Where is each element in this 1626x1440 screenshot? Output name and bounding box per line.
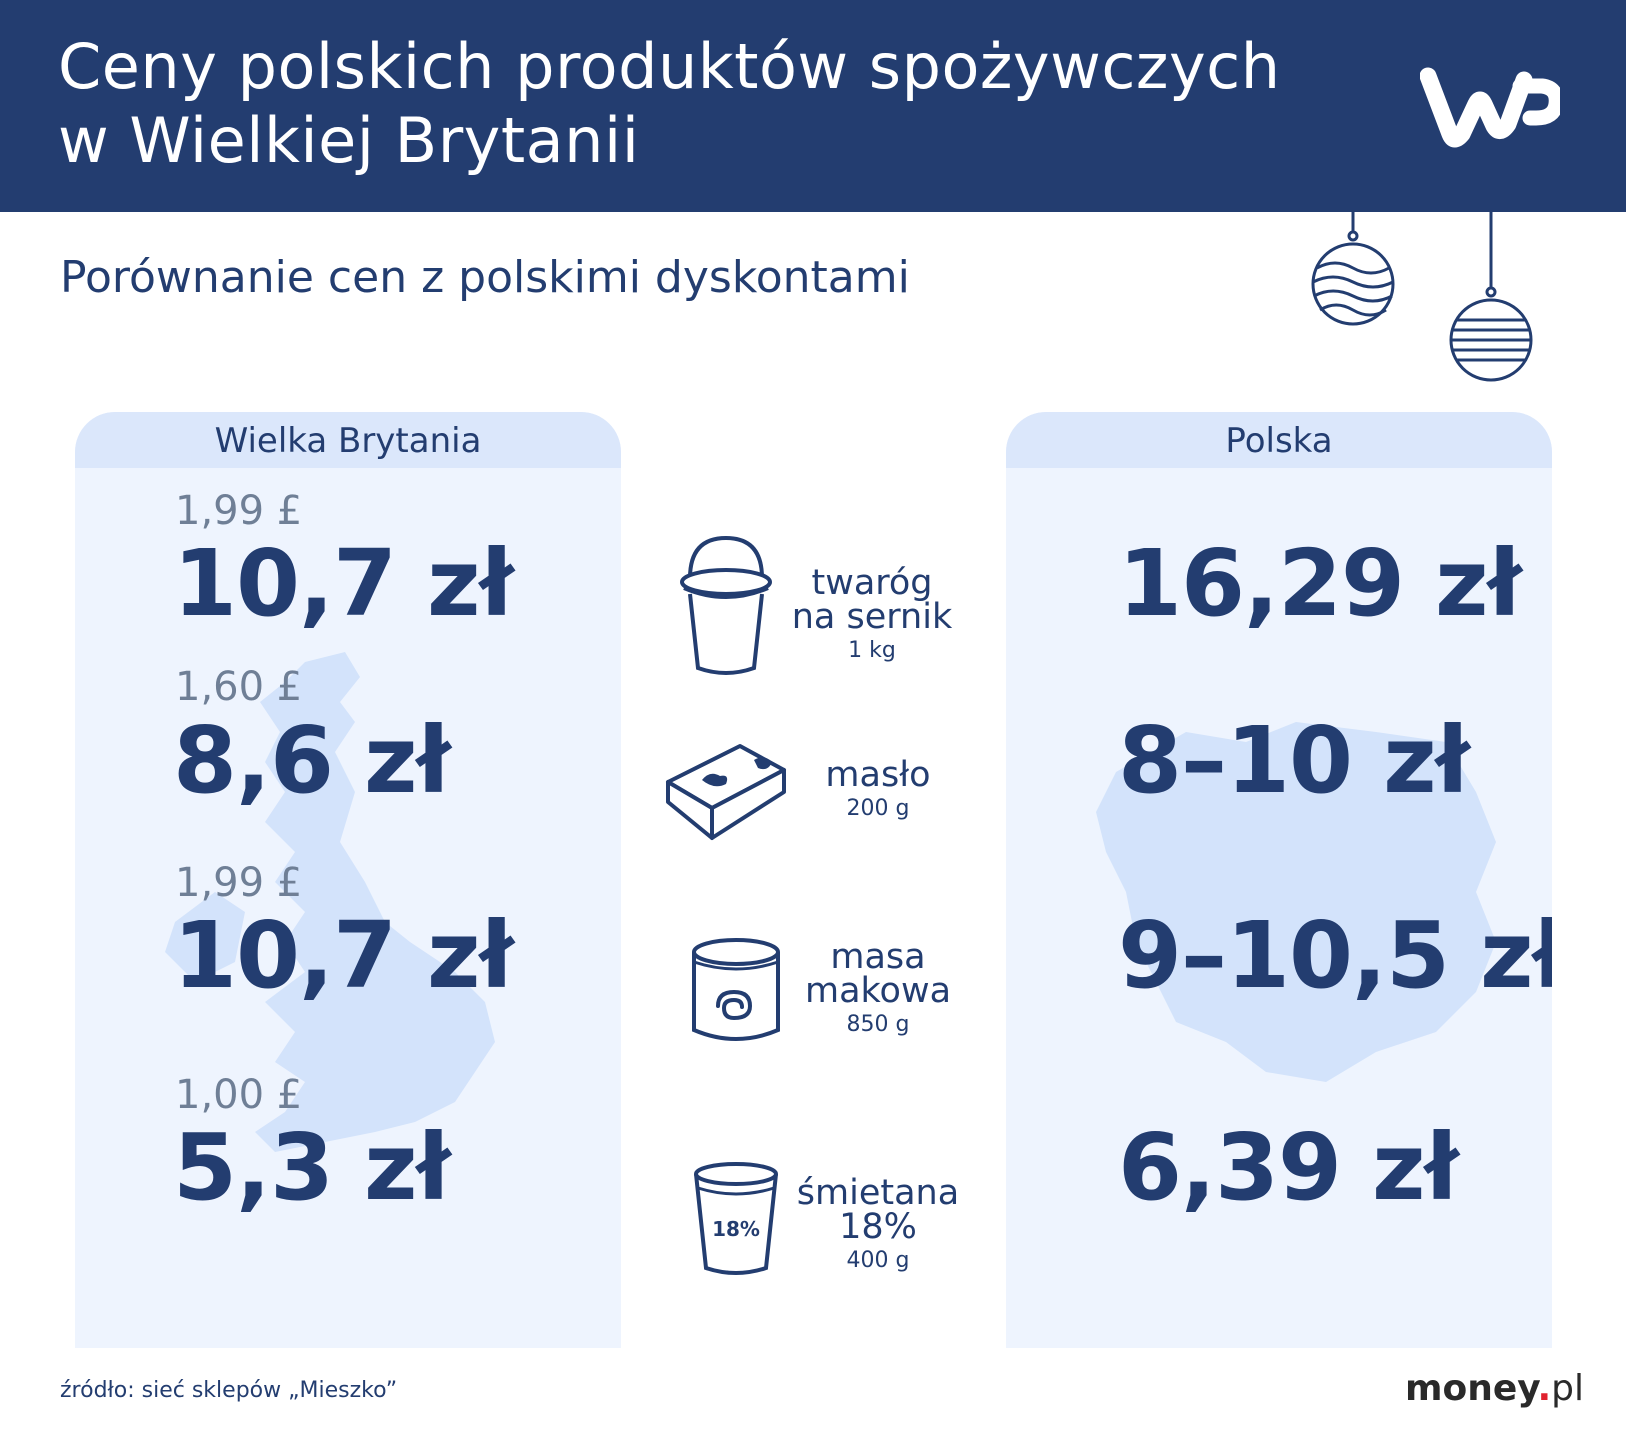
product-name: twaróg — [811, 563, 933, 603]
pl-price-panel: Polska 16,29 zł 8–10 zł 9–10,5 zł 6,39 z… — [1006, 412, 1552, 1348]
money-pl-logo: money.pl — [1405, 1368, 1584, 1409]
product-name: na sernik — [791, 597, 953, 637]
product-name: makowa — [804, 971, 952, 1011]
product-label: twaróg na sernik 1 kg — [762, 566, 982, 668]
uk-gbp-price: 1,99 £ — [175, 488, 303, 534]
uk-column-header: Wielka Brytania — [75, 412, 621, 468]
subtitle: Porównanie cen z polskimi dyskontami — [60, 252, 910, 303]
product-label: śmietana 18% 400 g — [768, 1176, 988, 1278]
uk-pln-price: 5,3 zł — [173, 1114, 451, 1221]
product-quantity: 200 g — [846, 796, 910, 821]
can-icon — [692, 938, 780, 1041]
product-name: śmietana — [796, 1173, 960, 1213]
pl-pln-price: 6,39 zł — [1118, 1114, 1459, 1221]
product-quantity: 1 kg — [848, 638, 896, 663]
uk-price-panel: Wielka Brytania 1,99 £ 10,7 zł 1,60 £ 8,… — [75, 412, 621, 1348]
title-line-1: Ceny polskich produktów spożywczych — [58, 30, 1281, 103]
uk-pln-price: 10,7 zł — [173, 530, 514, 637]
product-quantity: 400 g — [846, 1248, 910, 1273]
brand-dot: . — [1537, 1368, 1552, 1409]
uk-pln-price: 8,6 zł — [173, 707, 451, 814]
uk-map-icon — [165, 652, 495, 1152]
bucket-icon — [680, 535, 772, 675]
uk-gbp-price: 1,60 £ — [175, 664, 303, 710]
poland-map-icon — [1096, 722, 1496, 1082]
brand-name: money — [1405, 1368, 1538, 1409]
page-title: Ceny polskich produktów spożywczych w Wi… — [58, 30, 1338, 178]
pl-pln-price: 8–10 zł — [1118, 707, 1470, 814]
product-quantity: 850 g — [846, 1012, 910, 1037]
butter-icon — [666, 744, 786, 840]
uk-gbp-price: 1,99 £ — [175, 860, 303, 906]
uk-gbp-price: 1,00 £ — [175, 1072, 303, 1118]
christmas-bauble-icon — [1311, 212, 1533, 382]
pl-column-header: Polska — [1006, 412, 1552, 468]
product-label: masło 200 g — [768, 758, 988, 826]
pl-pln-price: 9–10,5 zł — [1118, 902, 1552, 1009]
pl-pln-price: 16,29 zł — [1118, 530, 1522, 637]
uk-pln-price: 10,7 zł — [173, 902, 514, 1009]
title-line-2: w Wielkiej Brytanii — [58, 104, 640, 177]
product-name: masa — [830, 937, 926, 977]
wp-logo — [1420, 67, 1560, 148]
product-name: masło — [825, 755, 931, 795]
product-label: masa makowa 850 g — [768, 940, 988, 1042]
cup-label: 18% — [712, 1217, 760, 1241]
product-name: 18% — [839, 1207, 917, 1247]
brand-tld: pl — [1551, 1368, 1584, 1409]
header-banner: Ceny polskich produktów spożywczych w Wi… — [0, 0, 1626, 212]
source-note: źródło: sieć sklepów „Mieszko” — [60, 1378, 398, 1403]
cup-icon: 18% — [694, 1162, 778, 1275]
